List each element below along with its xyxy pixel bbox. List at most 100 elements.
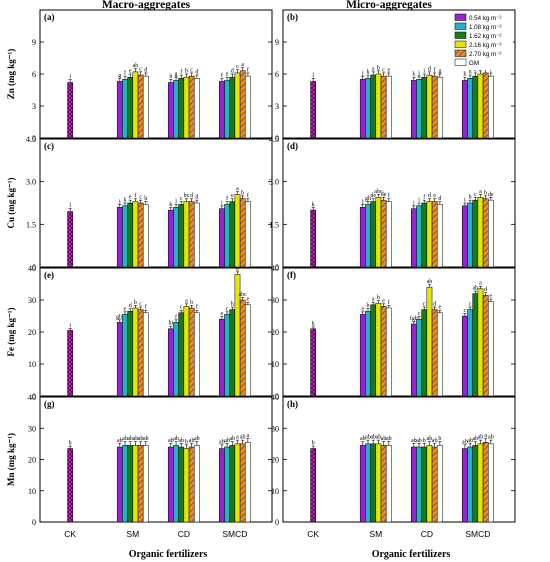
- y-tick-label: 3: [32, 102, 36, 111]
- significance-label: f: [247, 66, 249, 73]
- significance-label: l: [312, 73, 314, 79]
- bar: [437, 445, 442, 522]
- significance-label: c: [180, 196, 183, 202]
- bar: [122, 79, 127, 138]
- bar: [117, 322, 122, 396]
- significance-label: de: [488, 192, 494, 198]
- significance-label: l: [69, 203, 71, 209]
- significance-label: e: [231, 193, 234, 199]
- bar: [240, 300, 245, 396]
- x-category-label: SMCD: [222, 529, 247, 539]
- panel-label: (h): [287, 399, 298, 409]
- bar: [416, 206, 421, 267]
- bar: [376, 444, 381, 522]
- significance-label: k: [169, 202, 172, 208]
- significance-label: ab: [133, 63, 139, 69]
- bar: [483, 442, 488, 522]
- bar-ck: [68, 330, 73, 396]
- significance-label: f: [134, 192, 136, 199]
- significance-label: c: [469, 302, 472, 308]
- bar: [371, 75, 376, 138]
- bar: [184, 77, 189, 138]
- bar: [184, 449, 189, 522]
- significance-label: i: [221, 200, 223, 206]
- significance-label: b: [377, 65, 380, 71]
- significance-label: c: [464, 308, 467, 314]
- bar: [133, 445, 138, 522]
- significance-label: ab: [143, 436, 149, 442]
- bar: [473, 445, 478, 522]
- bar: [371, 444, 376, 522]
- bar: [117, 81, 122, 138]
- bar: [194, 313, 199, 396]
- significance-label: e: [361, 306, 364, 312]
- significance-label: e: [221, 311, 224, 317]
- bar: [376, 197, 381, 267]
- y-tick-label: 4.5: [26, 135, 36, 144]
- bar: [168, 329, 173, 396]
- legend-entry: 1.62 kg m⁻²: [469, 33, 502, 40]
- significance-label: h: [312, 321, 315, 327]
- bar-ck: [68, 83, 73, 138]
- bar: [437, 77, 442, 138]
- panel-label: (f): [287, 270, 296, 280]
- bar: [432, 202, 437, 267]
- bar: [360, 314, 365, 396]
- y-tick-label: 0: [275, 518, 279, 527]
- significance-label: j: [118, 199, 121, 205]
- significance-label: c: [418, 311, 421, 317]
- bar: [138, 445, 143, 522]
- significance-label: e: [247, 297, 250, 303]
- bar-ck: [68, 449, 73, 522]
- bar-ck: [68, 212, 73, 267]
- bar: [128, 311, 133, 396]
- legend-swatch: [455, 59, 466, 66]
- bar: [245, 202, 250, 267]
- significance-label: b: [185, 439, 188, 445]
- significance-label: f: [388, 192, 390, 199]
- y-axis-label: Mn (mg kg⁻¹): [6, 433, 16, 486]
- bar: [128, 77, 133, 138]
- bar: [179, 78, 184, 138]
- bar: [235, 444, 240, 522]
- significance-label: i: [418, 198, 420, 204]
- bar: [224, 447, 229, 522]
- bar: [488, 200, 493, 267]
- significance-label: j: [412, 200, 415, 206]
- significance-label: c: [190, 67, 193, 73]
- bar: [427, 445, 432, 522]
- significance-label: a: [479, 189, 482, 195]
- significance-label: bc: [184, 193, 190, 199]
- significance-label: d: [433, 302, 436, 308]
- bar: [143, 445, 148, 522]
- x-category-label: SM: [126, 529, 139, 539]
- y-tick-label: 9: [32, 38, 36, 47]
- significance-label: ab: [178, 438, 184, 444]
- significance-label: a: [484, 433, 487, 439]
- y-tick-label: 30: [271, 296, 279, 305]
- x-category-label: CD: [421, 529, 433, 539]
- bar: [245, 76, 250, 138]
- bar: [143, 204, 148, 267]
- significance-label: a: [479, 281, 482, 287]
- significance-label: e: [433, 193, 436, 199]
- bar: [478, 444, 483, 522]
- bar: [122, 445, 127, 522]
- bar: [143, 313, 148, 396]
- significance-label: l: [175, 199, 177, 205]
- significance-label: c: [226, 306, 229, 312]
- bar: [138, 310, 143, 396]
- significance-label: i: [69, 74, 71, 80]
- bar: [168, 210, 173, 267]
- significance-label: a: [247, 433, 250, 439]
- bar: [483, 199, 488, 267]
- significance-label: ab: [194, 436, 200, 442]
- bar: [133, 202, 138, 267]
- significance-label: c: [139, 195, 142, 201]
- bar: [194, 445, 199, 522]
- significance-label: ab: [229, 436, 235, 442]
- significance-label: e: [129, 69, 132, 75]
- y-tick-label: 1.5: [269, 220, 279, 229]
- bar: [467, 78, 472, 138]
- y-tick-label: 40: [28, 393, 36, 402]
